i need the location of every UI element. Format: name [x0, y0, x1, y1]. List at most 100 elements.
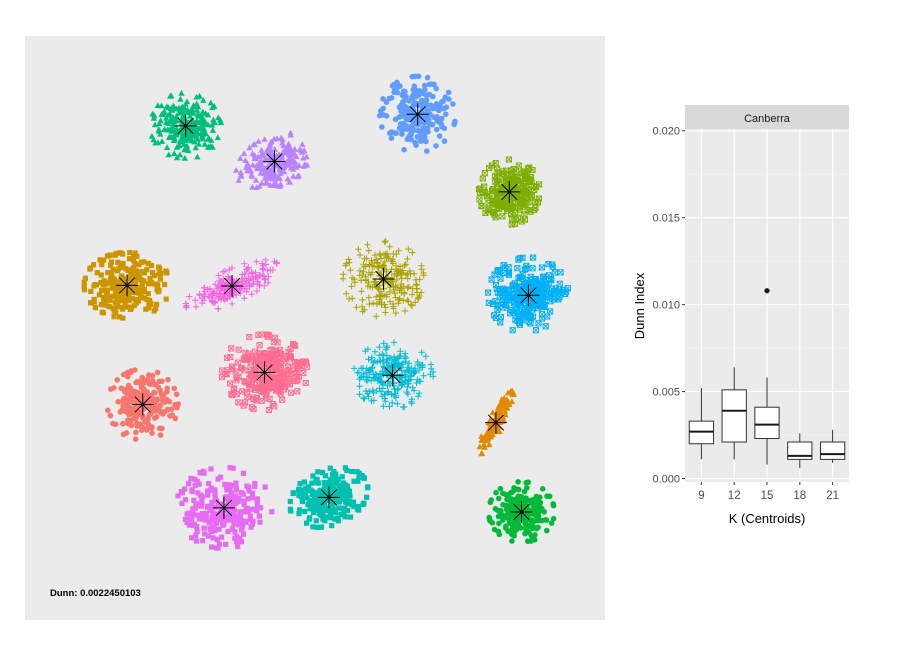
- scatter-point: [511, 533, 517, 539]
- scatter-point: [108, 259, 114, 265]
- scatter-point: [487, 517, 493, 524]
- scatter-point: [228, 264, 236, 272]
- scatter-point: [329, 523, 335, 529]
- scatter-point: [538, 303, 545, 310]
- scatter-point: [427, 371, 434, 378]
- scatter-point: [304, 495, 310, 501]
- scatter-point: [509, 538, 515, 544]
- scatter-point: [205, 503, 211, 509]
- scatter-point: [509, 327, 516, 334]
- scatter-point: [222, 494, 228, 500]
- scatter-point: [287, 131, 294, 138]
- scatter-point: [261, 282, 268, 289]
- scatter-point: [231, 507, 237, 513]
- scatter-point: [310, 524, 316, 530]
- scatter-point: [405, 368, 412, 375]
- scatter-point: [550, 515, 557, 522]
- scatter-point: [332, 516, 338, 522]
- scatter-point: [183, 302, 190, 309]
- scatter-point: [192, 144, 199, 151]
- centroid-marker: [484, 411, 507, 434]
- scatter-point: [122, 296, 128, 302]
- scatter-point: [514, 214, 521, 221]
- scatter-point: [245, 509, 251, 515]
- scatter-point: [319, 469, 326, 476]
- scatter-point: [348, 283, 355, 290]
- scatter-point: [379, 368, 386, 375]
- scatter-point: [307, 506, 313, 512]
- scatter-point: [433, 143, 439, 149]
- scatter-point: [345, 295, 353, 303]
- scatter-point: [412, 299, 419, 306]
- scatter-point: [230, 483, 236, 489]
- scatter-point: [217, 119, 225, 126]
- scatter-point: [171, 104, 178, 111]
- scatter-point: [81, 284, 87, 290]
- scatter-point: [524, 485, 530, 491]
- scatter-point: [376, 293, 383, 300]
- scatter-point: [154, 369, 161, 376]
- scatter-point: [523, 175, 530, 182]
- scatter-point: [175, 493, 181, 499]
- scatter-point: [499, 298, 506, 306]
- scatter-point: [493, 285, 500, 293]
- scatter-point: [399, 91, 405, 98]
- scatter-point: [214, 545, 220, 551]
- scatter-point: [201, 127, 208, 134]
- scatter-point: [497, 275, 504, 282]
- scatter-point: [234, 513, 240, 519]
- scatter-point: [256, 342, 263, 349]
- scatter-point: [130, 289, 136, 296]
- scatter-point: [397, 352, 404, 360]
- scatter-point: [404, 284, 411, 292]
- scatter-point: [343, 499, 349, 505]
- scatter-point: [205, 143, 212, 150]
- scatter-point: [251, 155, 258, 161]
- scatter-point: [494, 307, 501, 314]
- scatter-point: [231, 521, 237, 527]
- scatter-point: [342, 465, 348, 471]
- scatter-point: [291, 342, 298, 349]
- scatter-point: [150, 136, 157, 143]
- scatter-point: [529, 265, 536, 272]
- scatter-point: [421, 133, 428, 140]
- scatter-point: [544, 313, 551, 320]
- scatter-point: [253, 274, 260, 281]
- scatter-point: [110, 305, 116, 311]
- scatter-point: [406, 98, 413, 104]
- scatter-point: [521, 266, 528, 273]
- scatter-point: [501, 204, 508, 211]
- scatter-point: [121, 395, 128, 402]
- scatter-point: [482, 209, 489, 216]
- scatter-point: [276, 350, 283, 357]
- x-axis-title: K (Centroids): [729, 511, 806, 526]
- scatter-point: [337, 482, 343, 488]
- scatter-point: [386, 288, 394, 296]
- scatter-point: [204, 121, 212, 128]
- scatter-point: [151, 273, 157, 279]
- scatter-point: [234, 359, 241, 366]
- scatter-point: [215, 305, 222, 312]
- scatter-point: [278, 134, 285, 141]
- scatter-point: [239, 278, 246, 285]
- scatter-point: [393, 276, 400, 284]
- scatter-point: [125, 373, 131, 380]
- scatter-point: [100, 310, 106, 316]
- scatter-point: [355, 246, 362, 253]
- scatter-point: [227, 465, 233, 471]
- scatter-point: [347, 267, 354, 274]
- scatter-point: [215, 476, 221, 482]
- scatter-point: [102, 302, 108, 308]
- y-axis-ticks: 0.000 0.005 0.010 0.015 0.020: [652, 126, 685, 486]
- scatter-point: [386, 95, 393, 102]
- scatter-point: [194, 136, 201, 142]
- scatter-point: [257, 164, 264, 171]
- scatter-point: [551, 269, 558, 276]
- scatter-point: [133, 429, 139, 436]
- scatter-point: [415, 390, 423, 397]
- x-tick-label: 21: [826, 490, 839, 502]
- scatter-point: [212, 496, 218, 502]
- scatter-point: [120, 420, 126, 427]
- facet-strip: [685, 105, 849, 129]
- scatter-point: [380, 340, 387, 347]
